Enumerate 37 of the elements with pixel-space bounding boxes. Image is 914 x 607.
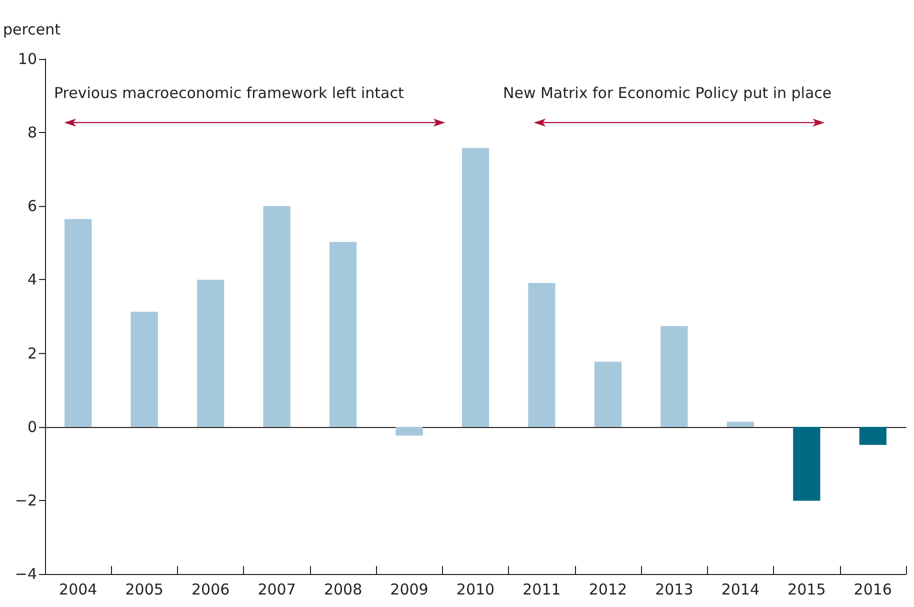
bar <box>660 326 688 427</box>
y-tick-label: 4 <box>27 270 37 289</box>
y-axis-title: percent <box>3 20 61 38</box>
bar <box>859 426 886 445</box>
bar <box>64 219 92 427</box>
x-tick-label: 2014 <box>721 580 760 598</box>
x-tick-label: 2008 <box>324 580 362 598</box>
x-tick-label: 2009 <box>390 580 428 598</box>
annotation: Previous macroeconomic framework left intact <box>54 84 404 102</box>
x-tick-label: 2011 <box>522 580 561 598</box>
bar <box>263 206 290 427</box>
bar <box>462 148 490 427</box>
annotation: New Matrix for Economic Policy put in place <box>503 84 832 102</box>
x-tick-label: 2015 <box>788 580 826 598</box>
y-tick-label: 10 <box>18 50 37 68</box>
bar <box>793 426 820 501</box>
y-tick-label: 0 <box>27 418 37 436</box>
bar <box>197 280 224 427</box>
y-tick-label: 6 <box>27 197 37 216</box>
bar <box>130 312 158 427</box>
bar <box>329 242 357 427</box>
x-tick-label: 2007 <box>258 580 296 598</box>
x-tick-label: 2013 <box>655 580 694 598</box>
x-tick-label: 2010 <box>456 580 495 598</box>
x-tick-label: 2006 <box>191 580 230 598</box>
y-tick-label: 2 <box>27 344 37 362</box>
x-tick-label: 2005 <box>125 580 164 598</box>
x-tick-label: 2004 <box>59 580 98 598</box>
y-tick-label: −2 <box>14 491 37 510</box>
bar <box>528 283 556 427</box>
x-tick-label: 2012 <box>588 580 628 598</box>
y-tick-label: 8 <box>27 124 37 142</box>
bar <box>396 426 423 436</box>
y-tick-label: −4 <box>14 565 37 583</box>
bar <box>726 422 754 427</box>
bar <box>594 362 622 427</box>
x-tick-label: 2016 <box>854 580 892 598</box>
